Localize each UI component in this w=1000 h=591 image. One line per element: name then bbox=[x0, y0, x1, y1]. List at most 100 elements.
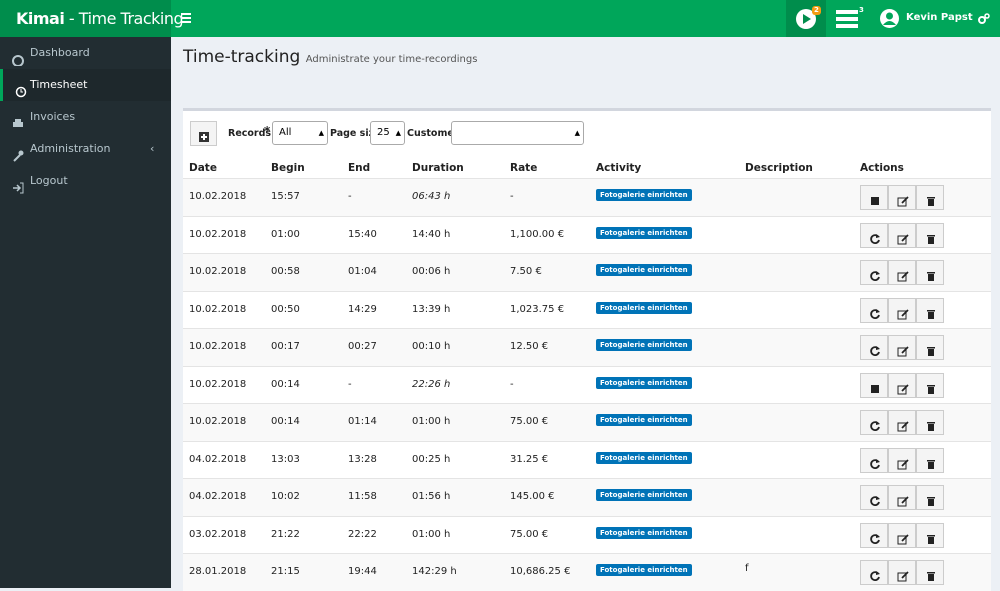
duration-cell: 01:56 h bbox=[412, 491, 451, 502]
page-size-select[interactable]: 25 ▲ bbox=[370, 121, 405, 145]
activity-label: Fotogalerie einrichten bbox=[596, 264, 692, 276]
recent-button[interactable]: 3 bbox=[830, 0, 870, 37]
records-select[interactable]: All ▲ bbox=[272, 121, 328, 145]
rate-cell: 1,100.00 € bbox=[510, 228, 565, 240]
start-stop-button[interactable] bbox=[860, 522, 888, 548]
user-name: Kevin Papst bbox=[906, 12, 973, 23]
settings-icon[interactable] bbox=[978, 13, 990, 25]
icon bbox=[869, 305, 881, 324]
rate-cell: 75.00 € bbox=[510, 416, 549, 427]
edit-button[interactable] bbox=[888, 372, 916, 398]
end-cell: 19:44 bbox=[348, 566, 377, 577]
start-stop-button[interactable] bbox=[860, 560, 888, 585]
icon-svg bbox=[897, 346, 909, 357]
begin-cell: 00:58 bbox=[271, 266, 300, 277]
icon bbox=[925, 417, 937, 436]
icon-svg bbox=[897, 571, 909, 582]
nav-icon-svg bbox=[13, 150, 24, 162]
delete-button[interactable] bbox=[916, 447, 944, 474]
edit-button[interactable] bbox=[888, 335, 916, 360]
start-stop-button[interactable] bbox=[860, 447, 888, 473]
nav-icon-svg bbox=[15, 86, 27, 98]
icon bbox=[869, 342, 881, 361]
begin-cell: 21:15 bbox=[271, 566, 300, 577]
icon-svg bbox=[870, 308, 880, 319]
edit-button[interactable] bbox=[888, 185, 916, 210]
start-stop-button[interactable] bbox=[860, 335, 888, 360]
menu-toggle[interactable] bbox=[181, 12, 193, 24]
edit-button[interactable] bbox=[888, 297, 916, 323]
icon-svg bbox=[871, 197, 879, 205]
create-button[interactable] bbox=[190, 121, 217, 146]
duration-cell: 00:10 h bbox=[412, 341, 451, 352]
delete-button[interactable] bbox=[916, 335, 944, 360]
icon bbox=[925, 192, 937, 211]
logo[interactable]: Kimai - Time Tracking bbox=[0, 0, 184, 37]
start-stop-button[interactable] bbox=[860, 485, 888, 510]
activity-label: Fotogalerie einrichten bbox=[596, 526, 692, 539]
column-header: Rate bbox=[510, 162, 538, 174]
icon-svg bbox=[897, 233, 909, 244]
edit-button[interactable] bbox=[888, 222, 916, 248]
duration-cell: 01:00 h bbox=[412, 416, 451, 427]
icon bbox=[897, 417, 909, 436]
column-header: End bbox=[348, 162, 371, 174]
edit-button[interactable] bbox=[888, 522, 916, 548]
delete-button[interactable] bbox=[916, 297, 944, 323]
duration-cell: 00:25 h bbox=[412, 453, 451, 465]
icon bbox=[925, 342, 937, 361]
start-stop-button[interactable] bbox=[860, 185, 888, 210]
play-icon bbox=[796, 9, 816, 29]
icon bbox=[925, 455, 937, 474]
start-stop-button[interactable] bbox=[860, 410, 888, 435]
active-timer-button[interactable]: 2 bbox=[786, 0, 826, 37]
nav-item[interactable]: Timesheet bbox=[0, 69, 171, 101]
edit-button[interactable] bbox=[888, 447, 916, 473]
nav-item[interactable]: Invoices bbox=[0, 101, 171, 133]
end-cell: 22:22 bbox=[348, 528, 377, 540]
delete-button[interactable] bbox=[916, 485, 944, 510]
delete-button[interactable] bbox=[916, 222, 944, 248]
end-cell: 01:14 bbox=[348, 416, 377, 427]
edit-button[interactable] bbox=[888, 560, 916, 585]
start-stop-button[interactable] bbox=[860, 372, 888, 399]
nav-item[interactable]: Administration ‹ bbox=[0, 133, 171, 165]
icon-svg bbox=[927, 272, 935, 281]
start-stop-button[interactable] bbox=[860, 222, 888, 248]
icon bbox=[869, 380, 881, 399]
delete-button[interactable] bbox=[916, 185, 944, 210]
begin-cell: 21:22 bbox=[271, 528, 300, 540]
customer-select[interactable]: ▲ bbox=[451, 121, 584, 145]
edit-button[interactable] bbox=[888, 410, 916, 435]
begin-cell: 15:57 bbox=[271, 191, 300, 202]
nav-item[interactable]: Logout bbox=[0, 165, 171, 197]
date-cell: 10.02.2018 bbox=[189, 191, 247, 202]
end-cell: 01:04 bbox=[348, 266, 377, 277]
page-header: Time-tracking Administrate your time-rec… bbox=[183, 47, 477, 67]
page-title: Time-tracking bbox=[183, 47, 301, 67]
duration-cell: 142:29 h bbox=[412, 566, 457, 577]
icon-svg bbox=[897, 533, 909, 544]
icon bbox=[925, 567, 937, 586]
nav-label: Invoices bbox=[30, 110, 76, 123]
icon-svg bbox=[927, 384, 935, 394]
rate-cell: 145.00 € bbox=[510, 491, 555, 502]
delete-button[interactable] bbox=[916, 560, 944, 585]
delete-button[interactable] bbox=[916, 372, 944, 398]
date-cell: 10.02.2018 bbox=[189, 341, 247, 352]
activity-label: Fotogalerie einrichten bbox=[596, 301, 692, 314]
date-cell: 04.02.2018 bbox=[189, 453, 247, 465]
start-stop-button[interactable] bbox=[860, 297, 888, 324]
icon-svg bbox=[927, 534, 935, 544]
activity-label: Fotogalerie einrichten bbox=[596, 451, 692, 464]
duration-cell: 22:26 h bbox=[412, 378, 451, 390]
delete-button[interactable] bbox=[916, 522, 944, 548]
nav-item[interactable]: Dashboard bbox=[0, 37, 171, 69]
delete-button[interactable] bbox=[916, 260, 944, 285]
start-stop-button[interactable] bbox=[860, 260, 888, 285]
edit-button[interactable] bbox=[888, 260, 916, 285]
edit-button[interactable] bbox=[888, 485, 916, 510]
delete-button[interactable] bbox=[916, 410, 944, 435]
select-arrow: ▲ bbox=[574, 129, 580, 137]
